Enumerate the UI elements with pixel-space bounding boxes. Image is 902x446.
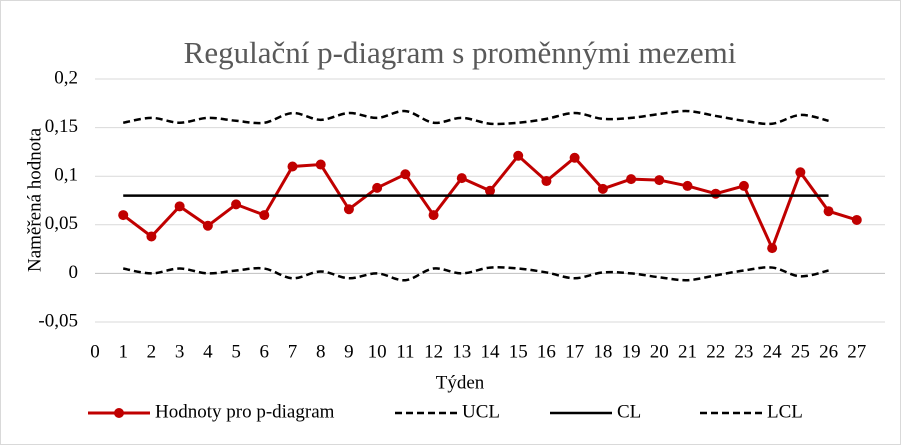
x-tick-label: 12	[424, 341, 443, 362]
x-tick-label: 22	[706, 341, 725, 362]
data-point	[428, 210, 439, 221]
data-point	[174, 201, 185, 212]
x-tick-label: 25	[791, 341, 810, 362]
y-tick-label: -0,05	[38, 310, 78, 331]
x-tick-label: 9	[344, 341, 354, 362]
series-line	[122, 266, 829, 282]
data-point	[372, 182, 383, 193]
data-point	[795, 167, 806, 178]
x-tick-label: 3	[175, 341, 185, 362]
x-tick-label: 20	[650, 341, 669, 362]
data-point	[654, 175, 665, 186]
data-point	[485, 185, 495, 196]
data-point	[626, 174, 637, 185]
data-point	[541, 176, 552, 187]
data-point	[231, 199, 242, 210]
y-tick-label: 0,2	[54, 67, 78, 88]
x-tick-label: 19	[622, 341, 641, 362]
data-point	[400, 169, 411, 180]
x-tick-label: 10	[368, 341, 387, 362]
x-tick-label: 4	[203, 341, 213, 362]
data-point	[315, 159, 326, 170]
x-tick-label: 16	[537, 341, 556, 362]
data-point	[851, 214, 862, 225]
x-tick-label: 6	[260, 341, 270, 362]
legend-label: Hodnoty pro p-diagram	[155, 401, 335, 422]
x-tick-label: 26	[819, 341, 838, 362]
x-tick-label: 23	[734, 341, 753, 362]
data-point	[767, 243, 778, 254]
y-tick-label: 0,05	[45, 213, 78, 234]
x-tick-label: 7	[288, 341, 298, 362]
chart-title: Regulační p-diagram s proměnnými mezemi	[184, 35, 737, 70]
data-point	[146, 231, 157, 242]
data-point	[823, 206, 834, 217]
x-tick-label: 21	[678, 341, 697, 362]
y-tick-label: 0	[69, 262, 79, 283]
x-tick-label: 14	[481, 341, 501, 362]
y-tick-label: 0,15	[45, 116, 78, 137]
series-line	[122, 109, 829, 126]
data-point	[513, 150, 524, 161]
x-tick-label: 15	[509, 341, 528, 362]
y-tick-label: 0,1	[54, 165, 78, 186]
x-tick-label: 11	[396, 341, 414, 362]
data-point	[710, 188, 721, 199]
data-point	[118, 210, 129, 221]
legend-marker	[114, 408, 124, 418]
x-tick-label: 13	[452, 341, 471, 362]
x-tick-label: 2	[147, 341, 157, 362]
x-tick-label: 1	[118, 341, 128, 362]
legend-label: UCL	[462, 401, 500, 422]
x-tick-label: 18	[593, 341, 612, 362]
data-point	[597, 183, 608, 194]
data-point	[343, 204, 354, 215]
legend-label: CL	[617, 401, 641, 422]
x-tick-label: 0	[90, 341, 100, 362]
y-axis-title: Naměřená hodnota	[24, 127, 45, 272]
data-point	[287, 161, 298, 172]
data-point	[682, 180, 693, 191]
x-tick-label: 8	[316, 341, 326, 362]
x-tick-label: 17	[565, 341, 584, 362]
legend-label: LCL	[767, 401, 803, 422]
data-point	[569, 152, 580, 163]
x-tick-label: 5	[231, 341, 241, 362]
x-tick-label: 27	[847, 341, 866, 362]
x-axis-title: Týden	[436, 372, 485, 393]
data-point	[456, 173, 467, 184]
data-point	[259, 210, 270, 221]
x-tick-label: 24	[763, 341, 783, 362]
data-point	[202, 220, 213, 231]
data-point	[738, 180, 749, 191]
